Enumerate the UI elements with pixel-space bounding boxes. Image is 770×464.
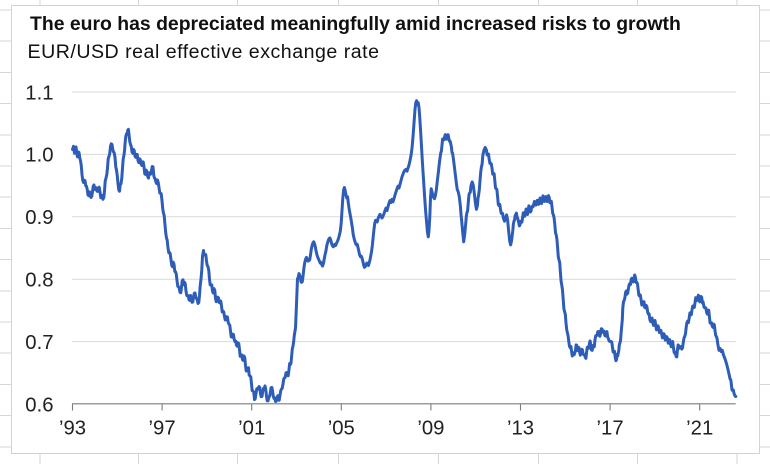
- svg-text:1.1: 1.1: [25, 82, 53, 104]
- svg-text:EUR/USD real effective exchang: EUR/USD real effective exchange rate: [28, 41, 380, 63]
- svg-text:’09: ’09: [417, 417, 444, 439]
- svg-text:1.0: 1.0: [25, 145, 53, 167]
- svg-text:’97: ’97: [149, 417, 176, 439]
- svg-text:The euro has depreciated meani: The euro has depreciated meaningfully am…: [30, 13, 681, 35]
- svg-text:’93: ’93: [59, 417, 86, 439]
- svg-text:0.9: 0.9: [25, 207, 53, 229]
- svg-text:’17: ’17: [597, 417, 624, 439]
- svg-text:0.6: 0.6: [25, 394, 53, 416]
- svg-text:’05: ’05: [328, 417, 355, 439]
- svg-text:’01: ’01: [238, 417, 265, 439]
- svg-text:’13: ’13: [507, 417, 534, 439]
- svg-text:0.8: 0.8: [25, 270, 53, 292]
- svg-text:0.7: 0.7: [25, 332, 53, 354]
- svg-text:’21: ’21: [686, 417, 713, 439]
